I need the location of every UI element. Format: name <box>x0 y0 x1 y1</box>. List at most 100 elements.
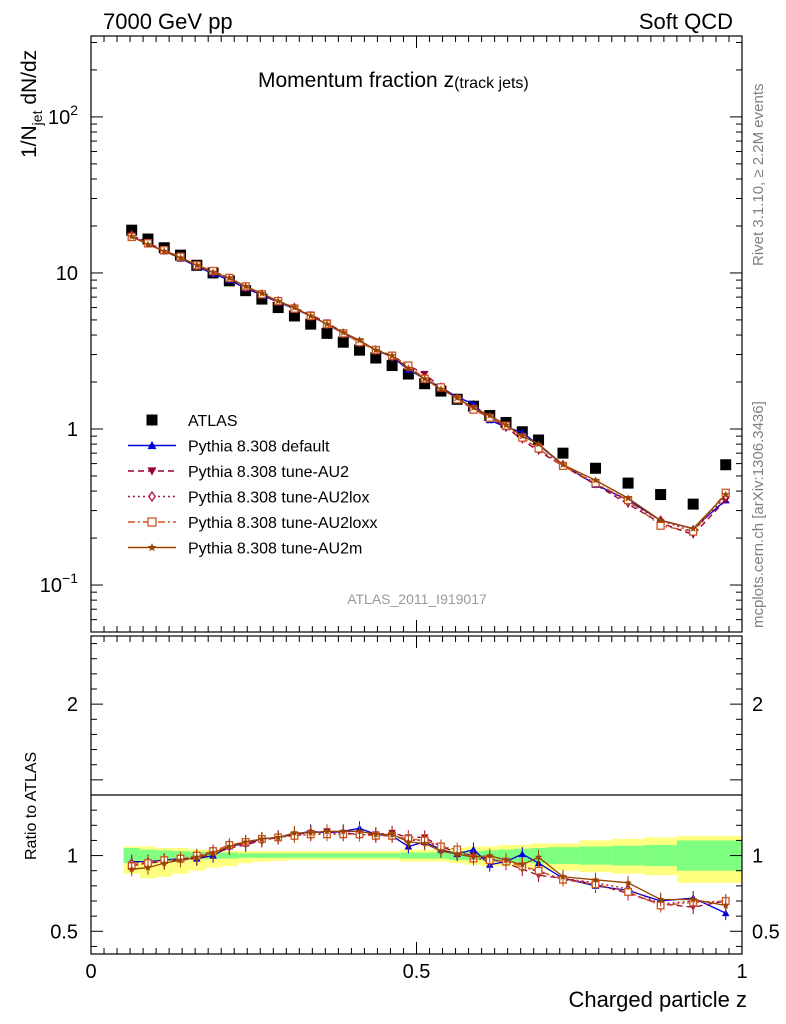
header-left-label: 7000 GeV pp <box>103 9 233 34</box>
legend-entry-pythia-8-308-tune-au2loxx: Pythia 8.308 tune-AU2loxx <box>128 515 377 532</box>
header-right-label: Soft QCD <box>639 9 733 34</box>
inner-band-segment <box>302 853 319 858</box>
data-point <box>502 421 510 429</box>
data-point <box>721 490 730 498</box>
ratio-point <box>242 838 250 845</box>
data-point <box>689 524 697 532</box>
ratio-point <box>657 895 665 903</box>
data-point <box>306 312 315 320</box>
legend-marker <box>147 517 157 527</box>
inner-band-segment <box>335 853 352 858</box>
data-point <box>624 494 632 502</box>
main-y-tick-label: 10−1 <box>40 570 78 597</box>
data-point <box>559 460 567 468</box>
ratio-point <box>453 850 461 858</box>
ratio-point <box>559 873 567 880</box>
data-point <box>339 328 348 336</box>
ratio-point <box>534 866 543 875</box>
inner-band-segment <box>253 853 271 858</box>
ratio-y-tick-label-right: 0.5 <box>752 921 780 943</box>
data-point <box>402 368 414 380</box>
ratio-series-layer <box>127 821 730 921</box>
inner-band-segment <box>221 852 238 859</box>
inner-band-segment <box>270 853 287 858</box>
x-tick-label: 0.5 <box>403 961 431 983</box>
chart-title-subscript: (track jets) <box>454 75 529 92</box>
ratio-point <box>290 829 299 836</box>
series-line <box>131 235 727 530</box>
data-point <box>622 477 634 489</box>
data-point <box>453 394 461 402</box>
data-point <box>225 273 234 282</box>
x-axis: 0 0.5 1 <box>85 636 748 983</box>
ratio-point <box>624 879 632 886</box>
ratio-point <box>518 850 527 858</box>
ratio-point <box>486 851 494 859</box>
inner-band-segment <box>400 852 417 859</box>
legend: ATLAS Pythia 8.308 default Pythia 8.308 tu… <box>128 413 377 558</box>
ratio-point <box>225 842 233 850</box>
ratio-point <box>160 859 168 867</box>
ratio-point <box>469 853 478 861</box>
ratio-point <box>518 860 526 868</box>
legend-label: Pythia 8.308 tune-AU2loxx <box>188 515 377 532</box>
legend-label: Pythia 8.308 tune-AU2 <box>188 464 349 481</box>
data-point <box>290 303 299 311</box>
x-axis-label: Charged particle z <box>568 987 747 1012</box>
ratio-y-tick-label: 2 <box>67 694 78 716</box>
data-point <box>590 462 602 474</box>
ratio-point <box>689 895 697 903</box>
inner-band-segment <box>546 847 580 864</box>
ratio-point <box>372 830 380 838</box>
data-point <box>372 346 380 354</box>
mcplots-reference-label: mcplots.cern.ch [arXiv:1306.3436] <box>750 401 767 628</box>
main-panel: 10−1 1 10 102 Momentum fraction z(track jet… <box>18 35 743 633</box>
main-series-layer <box>126 224 732 539</box>
legend-marker <box>147 467 157 476</box>
ratio-point <box>323 827 331 835</box>
inner-band-segment <box>676 840 710 871</box>
ratio-point <box>404 838 412 845</box>
data-point <box>720 459 732 471</box>
legend-entry-pythia-8-308-default: Pythia 8.308 default <box>128 439 330 456</box>
data-point <box>518 432 527 440</box>
data-point <box>388 351 396 359</box>
data-point <box>437 385 445 393</box>
ratio-series-pythia-8-308-tune-au2m <box>128 824 730 913</box>
legend-marker <box>147 543 157 552</box>
legend-label: Pythia 8.308 tune-AU2lox <box>188 490 369 507</box>
data-point <box>209 268 217 276</box>
legend-entry-pythia-8-308-tune-au2lox: Pythia 8.308 tune-AU2lox <box>128 490 369 507</box>
data-point <box>176 253 185 262</box>
data-point <box>272 302 284 314</box>
ratio-point <box>274 833 282 841</box>
legend-marker <box>147 441 157 450</box>
ratio-point <box>128 865 136 873</box>
data-point <box>656 516 665 524</box>
ratio-point <box>591 876 600 883</box>
ratio-point <box>258 835 266 842</box>
data-point <box>404 364 413 372</box>
ratio-point <box>176 856 185 864</box>
data-point <box>274 297 282 305</box>
data-point <box>193 261 201 269</box>
legend-marker <box>146 414 158 426</box>
main-y-axis-label: 1/Njet dN/dz <box>18 50 45 158</box>
ratio-point <box>437 847 445 855</box>
legend-label: Pythia 8.308 tune-AU2m <box>188 541 362 558</box>
legend-label: Pythia 8.308 default <box>188 439 330 456</box>
ratio-y-axis: 0.5 0.5 1 1 2 2 <box>50 643 780 947</box>
data-point <box>354 344 366 356</box>
ratio-y-tick-label: 0.5 <box>50 921 78 943</box>
ratio-point <box>307 829 315 836</box>
data-point <box>655 489 667 501</box>
data-point <box>323 320 331 328</box>
x-tick-label: 1 <box>736 961 747 983</box>
ratio-point <box>144 863 152 871</box>
data-point <box>557 447 569 459</box>
analysis-id-watermark: ATLAS_2011_I919017 <box>347 591 487 607</box>
ratio-y-tick-label-right: 2 <box>752 694 763 716</box>
inner-band-segment <box>367 853 384 858</box>
ratio-point <box>339 827 347 835</box>
